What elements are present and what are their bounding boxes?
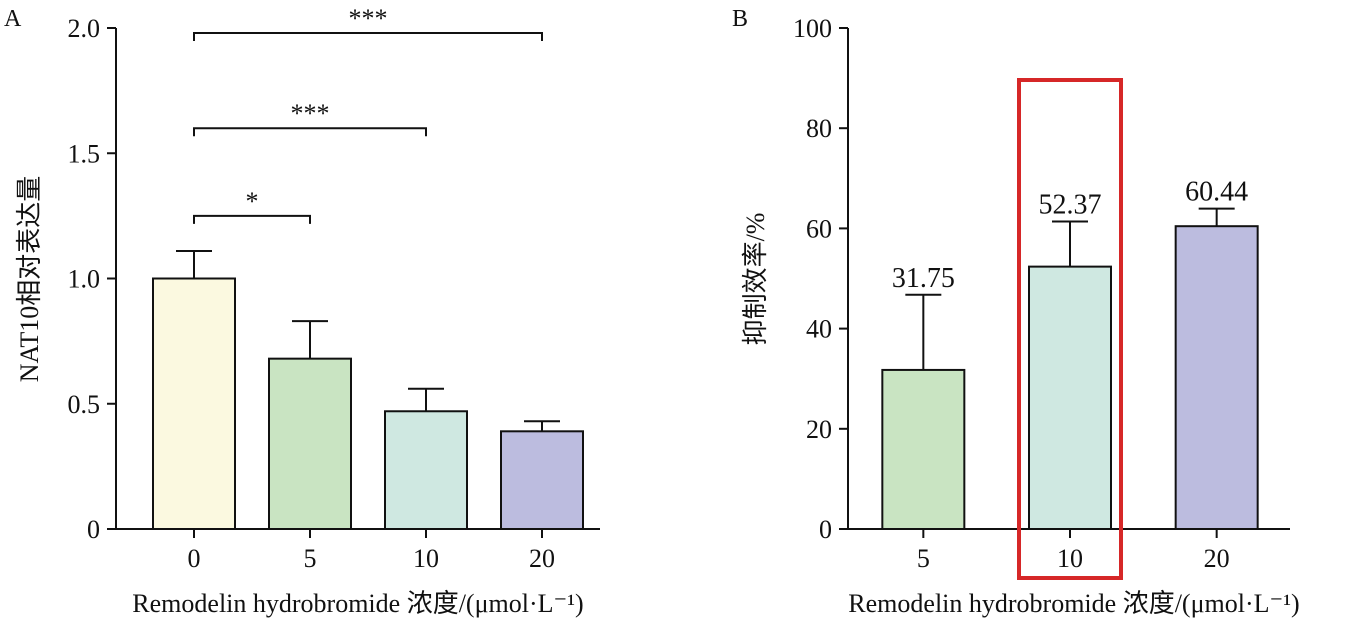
panel-a-bar bbox=[152, 277, 236, 530]
panel-a-significance-bracket bbox=[193, 214, 311, 224]
panel-b-y-tick-label: 100 bbox=[793, 14, 832, 43]
panel-b-data-label: 60.44 bbox=[1185, 177, 1248, 208]
panel-a-significance-label: *** bbox=[291, 99, 330, 128]
panel-b-x-tick-label: 5 bbox=[917, 544, 930, 573]
panel-b-x-tick-label: 20 bbox=[1204, 544, 1230, 573]
panel-b-label: B bbox=[732, 6, 748, 32]
panel-b-bar bbox=[1028, 265, 1112, 530]
panel-a-y-axis-label: NAT10相对表达量 bbox=[15, 176, 44, 383]
panel-a-bar bbox=[500, 430, 584, 530]
panel-a-x-tick-label: 10 bbox=[413, 544, 439, 573]
panel-a-x-tick-label: 20 bbox=[529, 544, 555, 573]
panel-b-y-tick-label: 80 bbox=[806, 114, 832, 143]
panel-a-x-tick-label: 5 bbox=[304, 544, 317, 573]
panel-a-y-tick-label: 1.0 bbox=[68, 265, 101, 294]
panel-b-data-label: 52.37 bbox=[1039, 190, 1102, 221]
panel-a-y-tick-label: 0 bbox=[87, 515, 100, 544]
panel-b-bar bbox=[1174, 225, 1259, 531]
panel-a-significance-bracket bbox=[193, 32, 543, 42]
panel-b-y-tick-label: 0 bbox=[819, 515, 832, 544]
panel-a-significance-bracket bbox=[193, 127, 427, 137]
panel-a-y-tick-label: 2.0 bbox=[68, 14, 101, 43]
panel-b-y-tick-label: 40 bbox=[806, 315, 832, 344]
panel-a-chart: A NAT10相对表达量 Remodelin hydrobromide 浓度/(… bbox=[4, 4, 600, 618]
panel-b-chart: B 抑制效率/% Remodelin hydrobromide 浓度/(μmol… bbox=[732, 6, 1300, 618]
panel-b-x-tick-label: 10 bbox=[1057, 544, 1083, 573]
panel-a-y-tick-label: 0.5 bbox=[68, 390, 101, 419]
panel-b-y-tick-label: 20 bbox=[806, 415, 832, 444]
panel-b-y-axis-label: 抑制效率/% bbox=[741, 213, 770, 346]
panel-a-label: A bbox=[4, 6, 22, 32]
panel-a-bar bbox=[268, 357, 352, 530]
panel-b-bar bbox=[881, 368, 966, 530]
panel-a-x-axis-label: Remodelin hydrobromide 浓度/(μmol·L⁻¹) bbox=[132, 589, 583, 618]
panel-a-x-tick-label: 0 bbox=[188, 544, 201, 573]
panel-b-highlight-box bbox=[1017, 78, 1123, 580]
panel-a-bar bbox=[384, 410, 468, 531]
panel-a-significance-label: * bbox=[246, 187, 259, 216]
panel-a-significance-label: *** bbox=[349, 4, 388, 33]
panel-b-y-tick-label: 60 bbox=[806, 214, 832, 243]
panel-b-x-axis-label: Remodelin hydrobromide 浓度/(μmol·L⁻¹) bbox=[848, 589, 1299, 618]
panel-b-data-label: 31.75 bbox=[892, 263, 955, 294]
panel-a-y-tick-label: 1.5 bbox=[68, 139, 101, 168]
